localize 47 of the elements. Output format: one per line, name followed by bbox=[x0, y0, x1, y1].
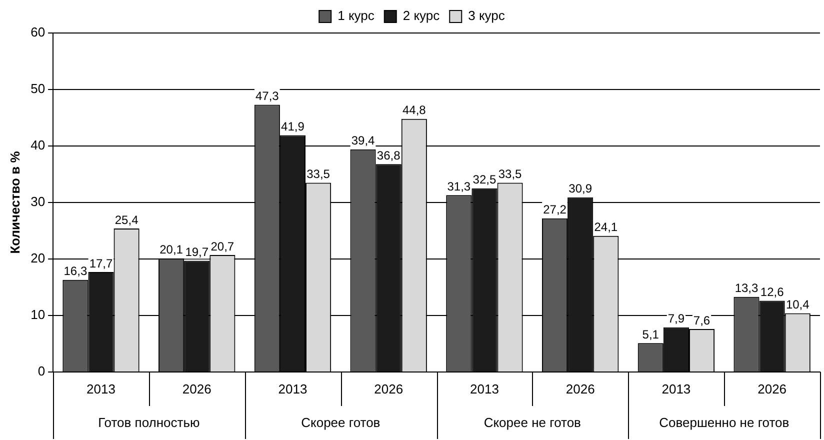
legend-label: 1 курс bbox=[338, 8, 375, 24]
data-label: 36,8 bbox=[376, 148, 401, 162]
data-label: 7,6 bbox=[693, 313, 710, 328]
y-tick-label: 10 bbox=[30, 307, 46, 322]
data-label: 17,7 bbox=[89, 256, 113, 270]
data-label: 19,7 bbox=[185, 245, 209, 260]
data-label: 27,2 bbox=[543, 202, 567, 217]
text: Совершенно не готов bbox=[659, 415, 790, 430]
x-tick-label: 2026 bbox=[566, 381, 595, 396]
data-label: 30,9 bbox=[568, 182, 592, 196]
data-label: 39,4 bbox=[351, 134, 376, 148]
data-label: 12,6 bbox=[760, 285, 784, 300]
data-label: 31,3 bbox=[447, 179, 471, 194]
data-label: 32,5 bbox=[472, 172, 496, 187]
y-tick-label: 20 bbox=[30, 250, 46, 266]
data-label: 33,5 bbox=[306, 167, 330, 182]
x-tick-label: 2026 bbox=[758, 381, 787, 396]
legend-label: 2 курс bbox=[402, 8, 440, 24]
x-tick-label: 2026 bbox=[374, 381, 404, 396]
data-label: 47,3 bbox=[255, 89, 280, 104]
data-label: 13,3 bbox=[734, 281, 759, 296]
y-tick-label: 40 bbox=[30, 138, 46, 153]
data-label: 20,1 bbox=[160, 242, 184, 257]
y-axis-title: Количество в % bbox=[7, 150, 22, 254]
text: Скорее не готов bbox=[484, 415, 582, 430]
x-tick-label: 2013 bbox=[86, 381, 116, 396]
data-label: 7,9 bbox=[668, 312, 685, 326]
data-label: 10,4 bbox=[786, 298, 810, 312]
data-label: 33,5 bbox=[498, 167, 522, 182]
y-tick-label: 30 bbox=[30, 194, 46, 210]
y-tick-label: 50 bbox=[30, 81, 46, 96]
data-label: 16,3 bbox=[64, 264, 88, 278]
text: Скорее готов bbox=[301, 415, 380, 430]
y-tick-label: 0 bbox=[38, 364, 46, 379]
x-tick-label: 2026 bbox=[182, 381, 212, 396]
data-label: 44,8 bbox=[402, 103, 426, 118]
legend-label: 3 курс bbox=[468, 8, 506, 24]
data-label: 25,4 bbox=[114, 212, 139, 227]
text: Готов полностью bbox=[98, 415, 200, 430]
data-label: 41,9 bbox=[281, 120, 305, 134]
y-tick-label: 60 bbox=[30, 24, 46, 40]
data-label: 24,1 bbox=[594, 220, 618, 234]
x-tick-label: 2013 bbox=[278, 381, 308, 396]
x-tick-label: 2013 bbox=[662, 381, 691, 396]
data-label: 20,7 bbox=[210, 239, 234, 254]
x-tick-label: 2013 bbox=[470, 381, 499, 396]
data-label: 5,1 bbox=[642, 327, 660, 342]
